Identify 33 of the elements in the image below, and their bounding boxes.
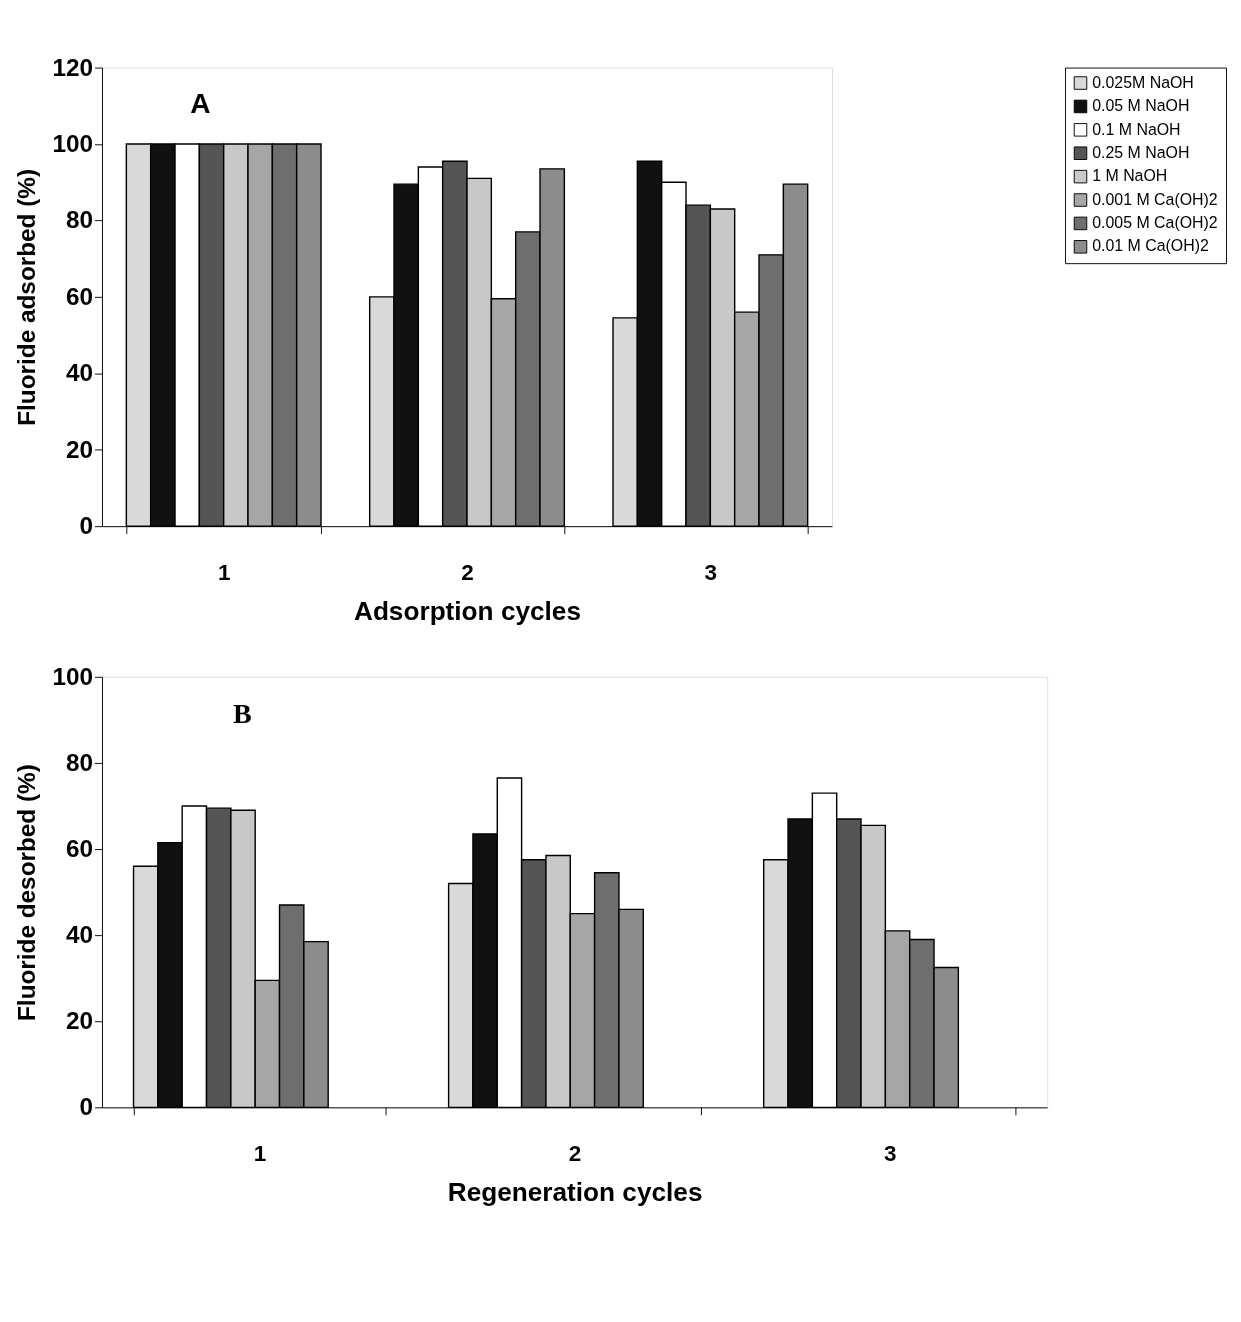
y-tick-label: 20	[66, 435, 94, 463]
x-axis-title: Regeneration cycles	[447, 1177, 703, 1208]
y-tick-label: 100	[52, 129, 94, 157]
legend-label: 0.25 M NaOH	[1092, 143, 1190, 161]
legend-label: 0.001 M Ca(OH)2	[1092, 190, 1218, 208]
legend-label: 0.1 M NaOH	[1092, 120, 1181, 138]
y-tick-label: 80	[66, 206, 94, 234]
y-tick-label: 100	[52, 662, 94, 690]
y-tick-label: 0	[79, 1093, 94, 1121]
y-tick-label: 80	[66, 748, 94, 776]
y-tick-label: 60	[66, 282, 94, 310]
x-axis-title: Adsorption cycles	[353, 596, 581, 627]
y-tick-label: 20	[66, 1007, 94, 1035]
y-tick-label: 40	[66, 921, 94, 949]
x-tick-label: 2	[461, 559, 474, 585]
y-tick-label: 0	[79, 512, 94, 540]
y-tick-label: 60	[66, 835, 94, 863]
x-tick-label: 2	[568, 1141, 582, 1167]
annotation: A	[190, 88, 211, 120]
legend-label: 0.01 M Ca(OH)2	[1092, 237, 1210, 255]
legend-label: 0.05 M NaOH	[1092, 97, 1190, 115]
x-tick-label: 3	[883, 1141, 897, 1167]
x-tick-label: 3	[704, 559, 718, 585]
y-axis-title: Fluoride desorbed (%)	[12, 764, 40, 1021]
x-tick-label: 1	[253, 1141, 267, 1167]
y-axis-title: Fluoride adsorbed (%)	[12, 168, 40, 426]
annotation: B	[233, 697, 252, 729]
legend-label: 0.005 M Ca(OH)2	[1092, 214, 1218, 232]
legend-label: 1 M NaOH	[1092, 167, 1168, 185]
y-tick-label: 40	[66, 359, 94, 387]
y-tick-label: 120	[52, 53, 94, 81]
x-tick-label: 1	[217, 559, 231, 585]
legend-label: 0.025M NaOH	[1092, 73, 1194, 91]
